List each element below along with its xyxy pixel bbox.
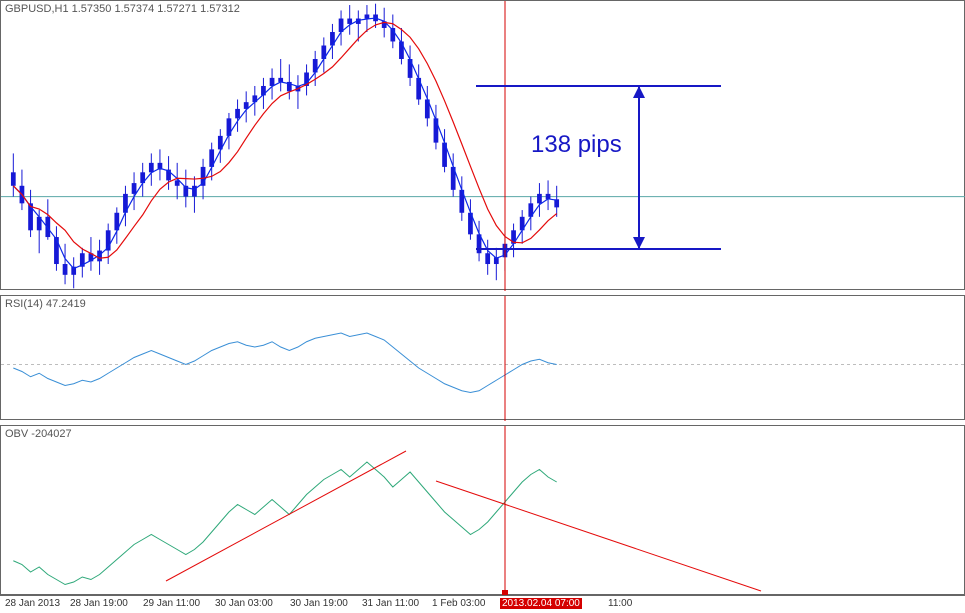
xaxis-tick: 28 Jan 2013 xyxy=(5,598,60,609)
xaxis-tick: 11:00 xyxy=(608,598,632,609)
price-chart-panel: GBPUSD,H1 1.57350 1.57374 1.57271 1.5731… xyxy=(0,0,965,290)
rsi-chart-svg xyxy=(1,296,965,421)
xaxis-tick: 1 Feb 03:00 xyxy=(432,598,485,609)
pips-annotation-text: 138 pips xyxy=(531,131,622,159)
xaxis-tick: 30 Jan 03:00 xyxy=(215,598,273,609)
time-axis: 28 Jan 2013 28 Jan 19:00 29 Jan 11:00 30 Ja… xyxy=(0,595,965,613)
obv-chart-svg xyxy=(1,426,965,596)
xaxis-tick: 29 Jan 11:00 xyxy=(143,598,200,609)
xaxis-tick: 30 Jan 19:00 xyxy=(290,598,348,609)
obv-indicator-panel: OBV -204027 xyxy=(0,425,965,595)
xaxis-highlight: 2013.02.04 07:00 xyxy=(500,598,582,609)
rsi-indicator-panel: RSI(14) 47.2419 xyxy=(0,295,965,420)
xaxis-tick: 28 Jan 19:00 xyxy=(70,598,128,609)
xaxis-tick: 31 Jan 11:00 xyxy=(362,598,419,609)
price-chart-svg xyxy=(1,1,965,291)
